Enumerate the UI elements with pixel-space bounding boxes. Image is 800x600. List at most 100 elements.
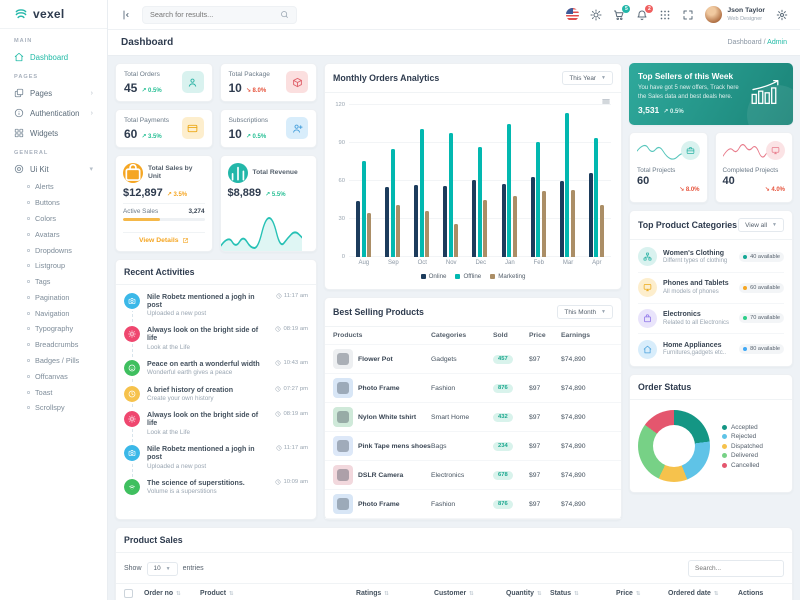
activity-item[interactable]: Nile Robetz mentioned a jogh in post Uplo…: [122, 288, 308, 322]
user-menu[interactable]: Json Taylor Web Designer: [705, 6, 765, 23]
home-icon: [14, 52, 24, 62]
bar-online[interactable]: [530, 177, 535, 257]
table-row[interactable]: Photo Frame Fashion 876 $97 $74,890: [325, 490, 621, 519]
bar-marketing[interactable]: [599, 205, 604, 257]
year-filter-select[interactable]: This Year ▼: [562, 71, 613, 85]
bar-offline[interactable]: [594, 137, 599, 257]
sort-icon[interactable]: ⇅: [229, 591, 234, 597]
sidebar-subitem-dropdowns[interactable]: Dropdowns: [0, 242, 107, 258]
breadcrumb-root[interactable]: Dashboard: [727, 39, 762, 46]
bar-marketing[interactable]: [541, 191, 546, 257]
table-row[interactable]: Flower Pot Gadgets 457 $97 $74,890: [325, 345, 621, 374]
sidebar-subitem-scrollspy[interactable]: Scrollspy: [0, 400, 107, 416]
sidebar-item-pages[interactable]: Pages ›: [0, 83, 107, 103]
bar-offline[interactable]: [507, 124, 512, 257]
sidebar-item-dashboard[interactable]: Dashboard: [0, 47, 107, 67]
sidebar-collapse-icon[interactable]: [120, 9, 132, 21]
settings-gear-icon[interactable]: [776, 9, 788, 21]
sidebar-subitem-tags[interactable]: Tags: [0, 274, 107, 290]
apps-grid-icon[interactable]: [659, 9, 671, 21]
bar-marketing[interactable]: [454, 224, 459, 257]
bar-online[interactable]: [472, 179, 477, 257]
bar-offline[interactable]: [565, 112, 570, 257]
bar-offline[interactable]: [390, 149, 395, 257]
sidebar-subitem-colors[interactable]: Colors: [0, 211, 107, 227]
bar-marketing[interactable]: [483, 200, 488, 257]
sidebar-subitem-pagination[interactable]: Pagination: [0, 289, 107, 305]
bar-online[interactable]: [385, 187, 390, 257]
table-row[interactable]: Photo Frame Fashion 876 $97 $74,890: [325, 374, 621, 403]
table-row[interactable]: Nylon White tshirt Smart Home 432 $97 $74,8…: [325, 403, 621, 432]
bar-online[interactable]: [356, 201, 361, 257]
bar-online[interactable]: [559, 181, 564, 257]
sidebar-item-ui-kit[interactable]: Ui Kit ▾: [0, 159, 107, 179]
sidebar-item-authentication[interactable]: Authentication ›: [0, 103, 107, 123]
language-flag-icon[interactable]: [566, 8, 580, 21]
bar-marketing[interactable]: [367, 212, 372, 257]
search-input[interactable]: [150, 10, 276, 19]
sidebar-subitem-badges-pills[interactable]: Badges / Pills: [0, 353, 107, 369]
search-icon[interactable]: [280, 10, 289, 19]
bar-online[interactable]: [501, 183, 506, 257]
bar-offline[interactable]: [361, 160, 366, 257]
bar-offline[interactable]: [448, 132, 453, 257]
bar-offline[interactable]: [536, 141, 541, 257]
table-row[interactable]: DSLR Camera Electronics 678 $97 $74,890: [325, 461, 621, 490]
bar-marketing[interactable]: [425, 211, 430, 257]
bar-marketing[interactable]: [512, 196, 517, 257]
theme-toggle-icon[interactable]: [590, 9, 602, 21]
sidebar-subitem-typography[interactable]: Typography: [0, 321, 107, 337]
bar-online[interactable]: [443, 186, 448, 257]
table-row[interactable]: Pink Tape mens shoes Bags 234 $97 $74,890: [325, 432, 621, 461]
legend-swatch: [722, 453, 727, 459]
bar-offline[interactable]: [419, 129, 424, 257]
project-change: ↘ 8.0%: [679, 187, 700, 193]
sidebar-subitem-breadcrumbs[interactable]: Breadcrumbs: [0, 337, 107, 353]
sidebar-subitem-navigation[interactable]: Navigation: [0, 305, 107, 321]
activity-item[interactable]: Always look on the bright side of life Lo…: [122, 322, 308, 356]
category-item[interactable]: Electronics Related to all Electronics 70…: [638, 304, 784, 335]
bar-marketing[interactable]: [570, 189, 575, 257]
sidebar-subitem-alerts[interactable]: Alerts: [0, 179, 107, 195]
activity-item[interactable]: Peace on earth a wonderful width Wonderfu…: [122, 355, 308, 381]
notifications-bell-icon[interactable]: 2: [636, 4, 654, 21]
activity-item[interactable]: Always look on the bright side of life Lo…: [122, 407, 308, 441]
month-filter-select[interactable]: This Month ▼: [557, 305, 613, 319]
sort-icon[interactable]: ⇅: [574, 591, 579, 597]
sidebar-item-widgets[interactable]: Widgets: [0, 123, 107, 143]
sort-icon[interactable]: ⇅: [176, 591, 181, 597]
view-details-link[interactable]: View Details: [123, 232, 205, 244]
brand-logo[interactable]: vexel: [0, 0, 107, 29]
activity-item[interactable]: The science of superstitions. Volume is a…: [122, 474, 308, 500]
bar-offline[interactable]: [477, 146, 482, 257]
fullscreen-icon[interactable]: [682, 9, 694, 21]
category-item[interactable]: Home Appliances Furnitures,gadgets etc.. …: [638, 334, 784, 364]
table-search-input[interactable]: [688, 560, 784, 577]
sidebar-subitem-toast[interactable]: Toast: [0, 384, 107, 400]
sidebar-subitem-avatars[interactable]: Avatars: [0, 226, 107, 242]
sort-icon[interactable]: ⇅: [635, 591, 641, 597]
category-item[interactable]: Women's Clothing Differnt types of clothi…: [638, 242, 784, 273]
entries-select[interactable]: 10 ▼: [146, 561, 178, 576]
sidebar-subitem-offcanvas[interactable]: Offcanvas: [0, 368, 107, 384]
bar-online[interactable]: [588, 173, 593, 257]
bar-marketing[interactable]: [396, 205, 401, 257]
bar-online[interactable]: [414, 184, 419, 257]
view-all-select[interactable]: View all ▼: [738, 218, 784, 232]
availability-badge: 80 available: [739, 344, 784, 355]
global-search[interactable]: [142, 5, 297, 24]
sidebar-subitem-listgroup[interactable]: Listgroup: [0, 258, 107, 274]
select-all-checkbox[interactable]: [124, 589, 133, 598]
activity-item[interactable]: A brief history of creation Create your o…: [122, 381, 308, 407]
cart-icon[interactable]: 5: [613, 4, 631, 21]
sort-icon[interactable]: ⇅: [469, 591, 474, 597]
best-selling-title: Best Selling Products: [333, 307, 424, 317]
sidebar-subitem-buttons[interactable]: Buttons: [0, 195, 107, 211]
category-item[interactable]: Phones and Tablets All models of phones 6…: [638, 273, 784, 304]
order-status-legend: Accepted Rejected Dispatched Delivered Cance…: [722, 421, 763, 471]
sort-icon[interactable]: ⇅: [384, 591, 389, 597]
activity-item[interactable]: Nile Robetz mentioned a jogh in post Uplo…: [122, 440, 308, 474]
sort-icon[interactable]: ⇅: [536, 591, 542, 597]
sort-icon[interactable]: ⇅: [713, 591, 719, 597]
avatar: [705, 6, 723, 23]
